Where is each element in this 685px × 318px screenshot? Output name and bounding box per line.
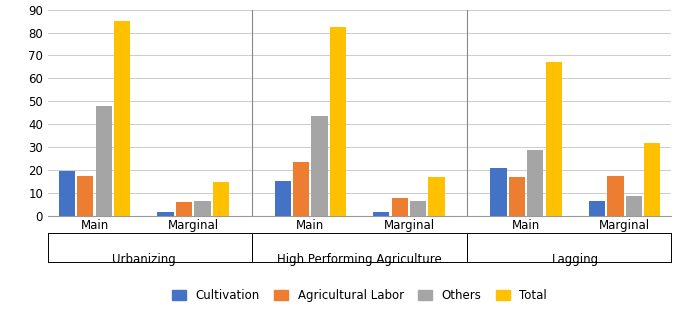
Bar [158, 212, 174, 216]
Bar [77, 176, 93, 216]
Bar [608, 176, 623, 216]
Bar [626, 196, 642, 216]
Bar [96, 106, 112, 216]
Bar [373, 212, 390, 216]
Bar [59, 171, 75, 216]
Legend: Cultivation, Agricultural Labor, Others, Total: Cultivation, Agricultural Labor, Others,… [169, 285, 551, 305]
Bar [114, 21, 130, 216]
Bar [312, 116, 327, 216]
Bar [410, 201, 426, 216]
Bar [509, 177, 525, 216]
Text: Urbanizing: Urbanizing [112, 253, 176, 266]
Bar [213, 182, 229, 216]
Bar [644, 143, 660, 216]
Text: High Performing Agriculture: High Performing Agriculture [277, 253, 442, 266]
Bar [329, 27, 346, 216]
Bar [275, 181, 291, 216]
Bar [428, 177, 445, 216]
Bar [589, 201, 605, 216]
Bar [490, 168, 506, 216]
Text: Lagging: Lagging [552, 253, 599, 266]
Bar [392, 198, 408, 216]
Bar [545, 62, 562, 216]
Bar [293, 162, 309, 216]
Bar [195, 201, 210, 216]
Bar [176, 203, 192, 216]
Bar [527, 150, 543, 216]
